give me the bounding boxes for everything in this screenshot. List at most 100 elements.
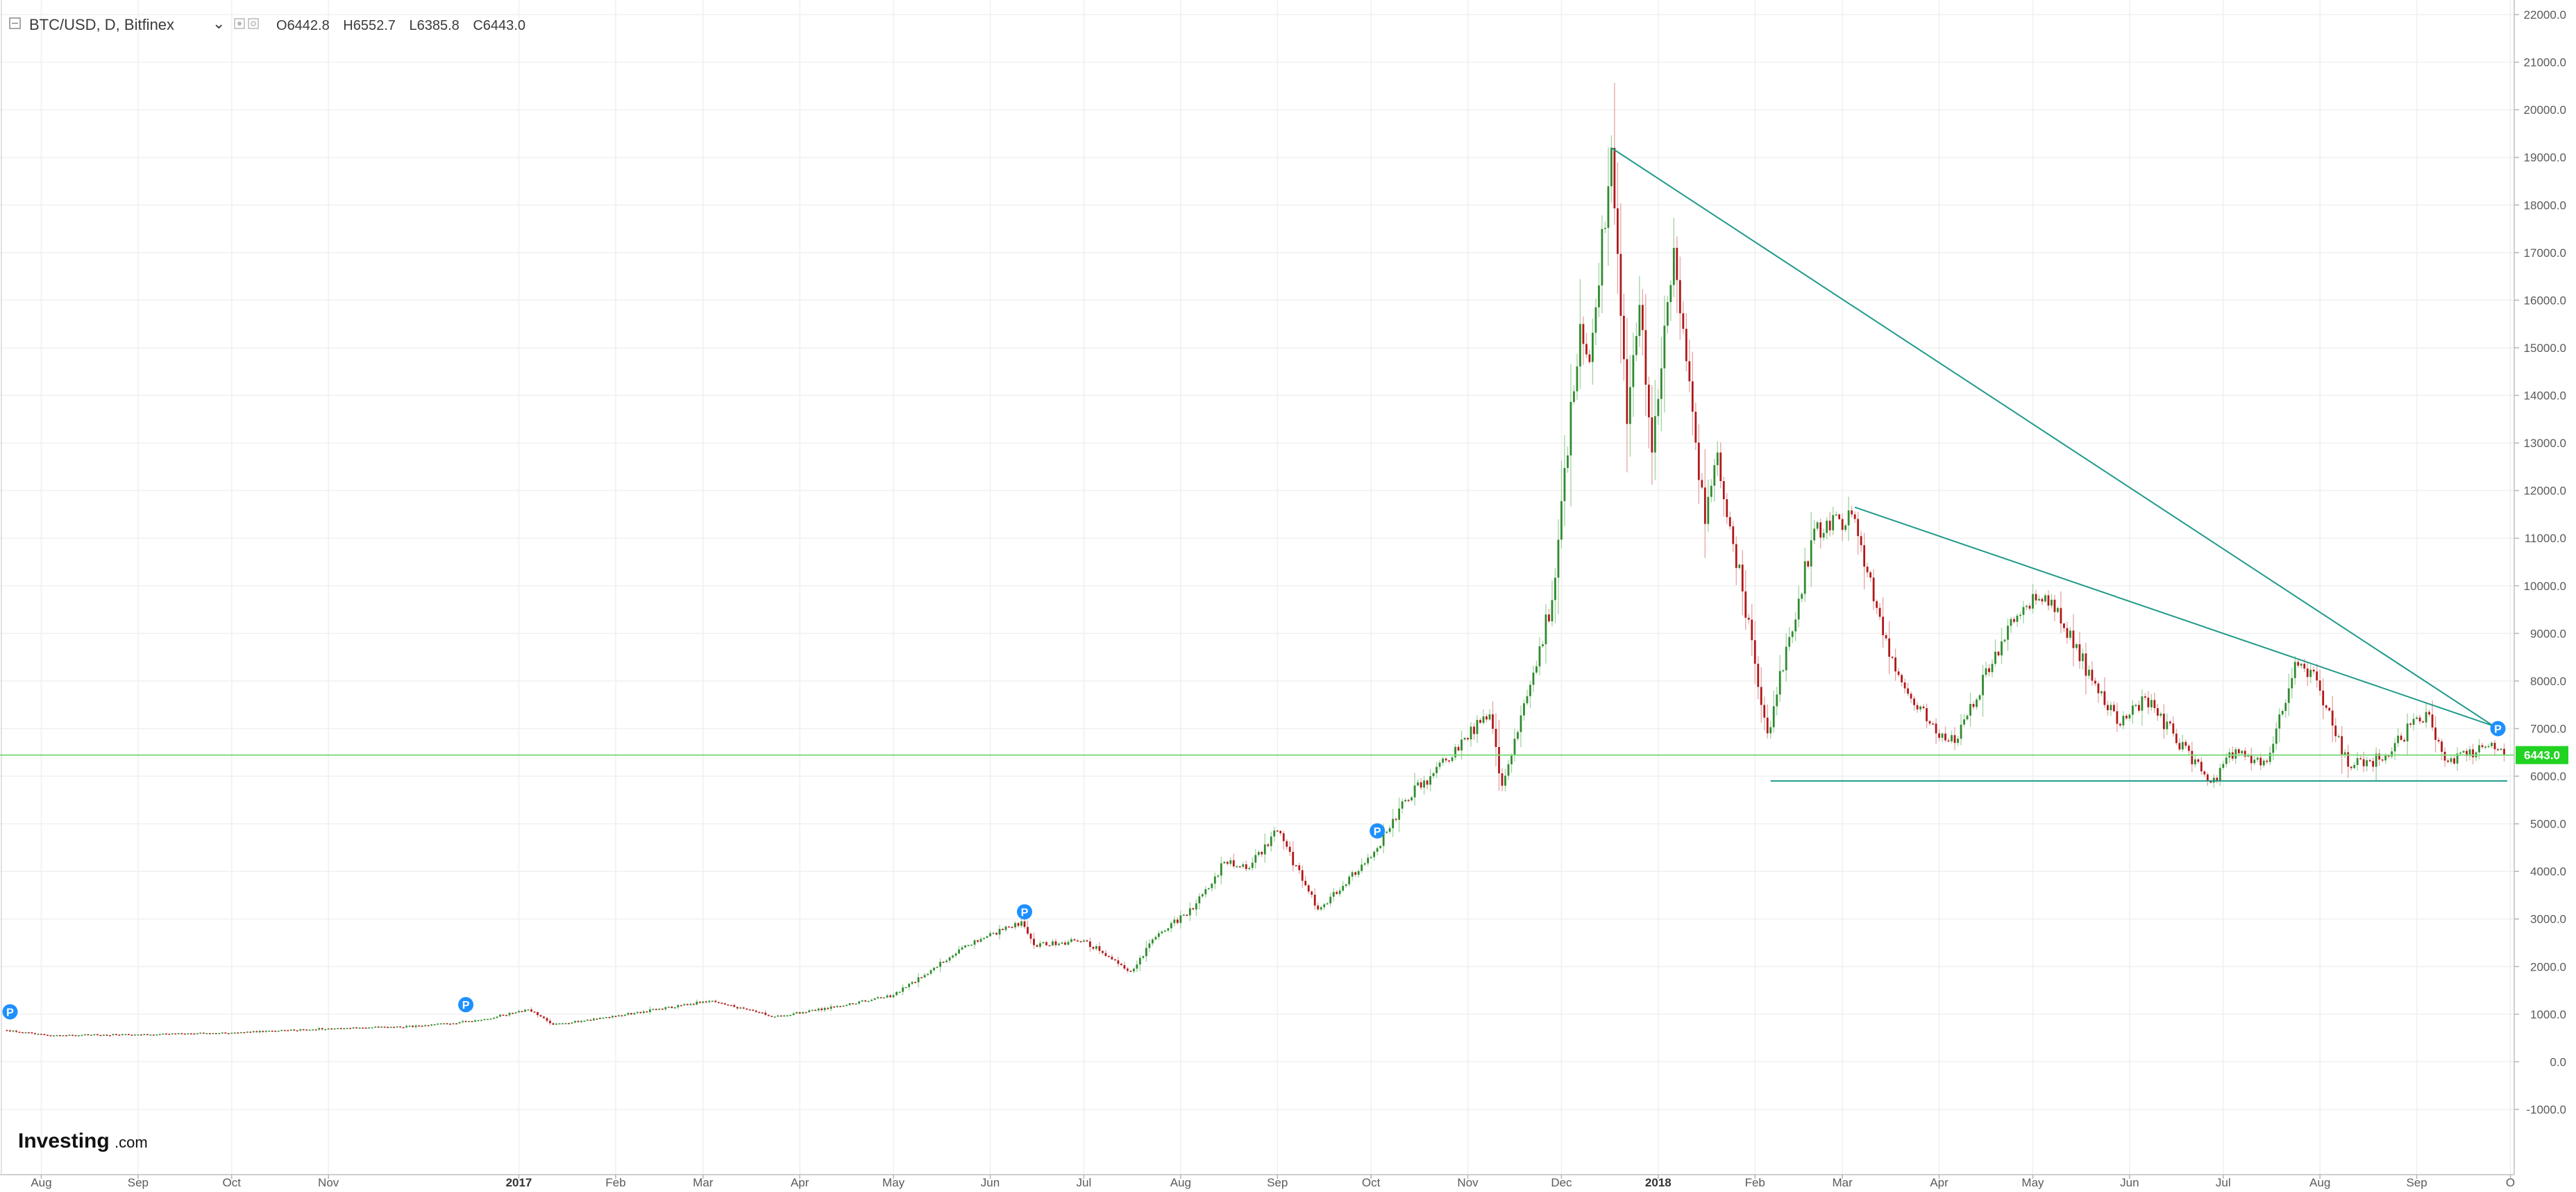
investing-logo: Investing .com: [18, 1130, 148, 1152]
candle-body: [1782, 670, 1785, 672]
candle-body: [2256, 757, 2259, 760]
candle-body: [1560, 501, 1563, 540]
candle-body: [1064, 942, 1066, 945]
candle-body: [199, 1032, 202, 1034]
candle-body: [143, 1034, 146, 1036]
candle-body: [911, 982, 914, 984]
candle-body: [1644, 330, 1647, 385]
candle-body: [127, 1034, 130, 1036]
candle-body: [952, 955, 954, 958]
time-tick-label: Jul: [2216, 1176, 2231, 1189]
candle-body: [2234, 749, 2237, 759]
price-tick-label: 19000.0: [2524, 151, 2566, 165]
candle-body: [568, 1023, 570, 1025]
candle-body: [1928, 721, 1931, 724]
candle-body: [2312, 669, 2315, 672]
candle-body: [190, 1033, 192, 1035]
eye-icon[interactable]: [234, 18, 245, 29]
candle-body: [158, 1034, 161, 1035]
candle-body: [2459, 752, 2461, 754]
candle-body: [1853, 514, 1856, 519]
candle-body: [2472, 749, 2474, 757]
candle-body: [886, 995, 889, 998]
candle-body: [574, 1021, 576, 1023]
candle-body: [1036, 945, 1038, 947]
candle-body: [140, 1034, 142, 1036]
candle-body: [103, 1034, 105, 1036]
candle-body: [1195, 903, 1197, 910]
candle-body: [1438, 762, 1441, 767]
candle-body: [1326, 903, 1329, 905]
candle-body: [742, 1007, 745, 1009]
candle-body: [1226, 862, 1229, 864]
candle-body: [358, 1027, 361, 1029]
event-marker[interactable]: P: [458, 997, 474, 1013]
candle-body: [314, 1029, 317, 1031]
candle-body: [1457, 746, 1460, 750]
candle-body: [40, 1034, 42, 1035]
candle-body: [1772, 706, 1775, 728]
event-marker[interactable]: P: [2490, 721, 2506, 737]
candle-body: [487, 1018, 489, 1021]
candle-body: [1513, 739, 1516, 756]
candle-body: [1807, 561, 1810, 566]
candle-body: [1697, 442, 1700, 480]
candle-body: [1735, 544, 1737, 569]
candle-body: [1916, 705, 1919, 710]
candle-body: [1117, 960, 1120, 964]
candle-body: [2468, 749, 2471, 756]
candle-body: [2372, 761, 2375, 767]
candle-body: [1123, 965, 1126, 969]
candle-body: [986, 936, 988, 938]
price-tick-label: 4000.0: [2530, 865, 2566, 878]
candle-body: [2019, 614, 2021, 616]
time-axis[interactable]: Aug Sep Oct Nov 2017 Feb Mar Apr May Jun Jul Aug Sep…: [31, 1175, 2515, 1189]
candle-body: [642, 1011, 645, 1014]
candle-body: [1922, 706, 1925, 709]
time-tick-label: Feb: [1745, 1176, 1765, 1189]
candle-body: [864, 1000, 867, 1002]
candle-body: [1217, 875, 1220, 877]
candle-body: [1504, 775, 1506, 786]
candle-body: [437, 1023, 439, 1025]
candle-body: [1232, 860, 1235, 866]
candle-body: [518, 1011, 520, 1013]
time-tick-label: Mar: [693, 1176, 714, 1189]
candle-body: [249, 1032, 252, 1033]
candle-body: [689, 1003, 692, 1005]
price-axis[interactable]: 22000.0 21000.0 20000.0 19000.0 18000.0 17000…: [2514, 8, 2566, 1116]
event-marker[interactable]: P: [2, 1004, 18, 1020]
candle-body: [1910, 694, 1912, 699]
candle-body: [1822, 532, 1825, 538]
candle-body: [1832, 514, 1835, 530]
event-marker[interactable]: P: [1370, 823, 1386, 839]
settings-icon-ring: [251, 21, 256, 26]
candle-body: [193, 1033, 196, 1035]
close-label: C: [473, 18, 482, 33]
candle-body: [2219, 768, 2221, 781]
candle-body: [364, 1027, 367, 1029]
collapse-icon[interactable]: [9, 17, 21, 29]
candle-body: [2291, 678, 2293, 689]
price-tick-label: -1000.0: [2526, 1103, 2566, 1116]
event-marker[interactable]: P: [1016, 904, 1032, 920]
candle-body: [2203, 771, 2206, 775]
candle-body: [1838, 514, 1841, 519]
candle-body: [1482, 716, 1485, 723]
candle-body: [1919, 706, 1921, 710]
candle-body: [2131, 705, 2134, 715]
candle-body: [1120, 964, 1122, 966]
candle-body: [2216, 778, 2219, 781]
candle-body: [1957, 739, 1959, 744]
candle-body: [1535, 666, 1538, 673]
candle-body: [262, 1030, 264, 1032]
candle-body: [717, 1002, 720, 1004]
settings-icon[interactable]: [248, 18, 259, 29]
time-tick-label: Nov: [318, 1176, 339, 1189]
candle-body: [1903, 682, 1906, 689]
candle-body: [1033, 939, 1035, 946]
candle-body: [1370, 857, 1372, 859]
chevron-down-icon[interactable]: ⌄: [212, 15, 225, 32]
candle-body: [2038, 598, 2040, 601]
